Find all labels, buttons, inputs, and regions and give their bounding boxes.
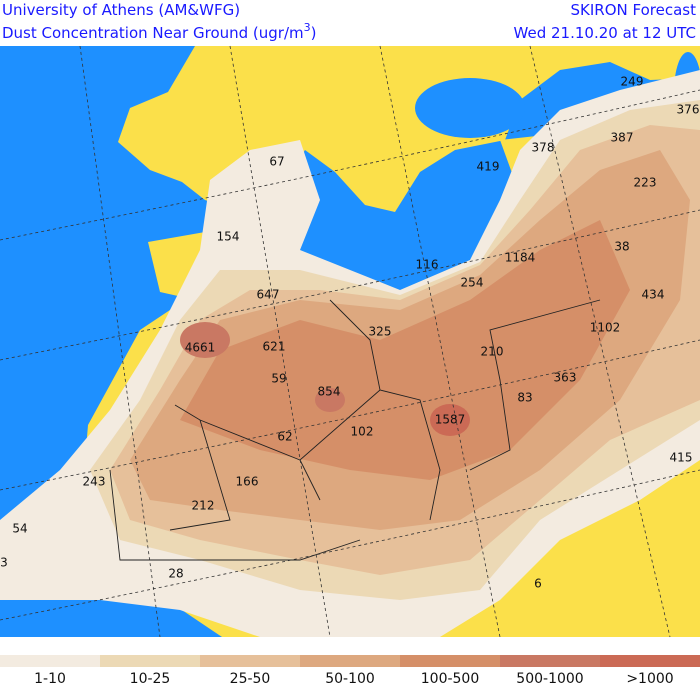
header-left-1: University of Athens (AM&WFG): [2, 1, 240, 19]
header-left-2-end: ): [311, 24, 317, 42]
legend-swatch: [600, 655, 700, 667]
concentration-label: 4661: [185, 341, 216, 355]
concentration-label: 3: [0, 556, 8, 570]
concentration-label: 376: [677, 103, 700, 117]
legend-swatch: [100, 655, 200, 667]
concentration-label: 854: [318, 385, 341, 399]
concentration-label: 38: [614, 240, 629, 254]
legend-label: 1-10: [34, 671, 66, 685]
concentration-label: 154: [217, 230, 240, 244]
concentration-label: 28: [168, 567, 183, 581]
concentration-label: 210: [481, 345, 504, 359]
concentration-label: 223: [634, 176, 657, 190]
concentration-label: 254: [461, 276, 484, 290]
legend-swatch: [200, 655, 300, 667]
legend-label: 500-1000: [516, 671, 583, 685]
legend-swatch: [0, 655, 100, 667]
header-left-2: Dust Concentration Near Ground (ugr/m3): [2, 21, 317, 42]
concentration-label: 67: [269, 155, 284, 169]
concentration-label: 6: [534, 577, 542, 591]
header-left-2-text: Dust Concentration Near Ground (ugr/m: [2, 24, 304, 42]
concentration-label: 1184: [505, 251, 536, 265]
concentration-label: 102: [351, 425, 374, 439]
legend-label: 100-500: [421, 671, 480, 685]
concentration-label: 415: [670, 451, 693, 465]
concentration-label: 54: [12, 522, 27, 536]
legend-label: 10-25: [130, 671, 171, 685]
concentration-label: 434: [642, 288, 665, 302]
header-right-1: SKIRON Forecast: [571, 1, 697, 19]
concentration-label: 1587: [435, 413, 466, 427]
concentration-label: 212: [192, 499, 215, 513]
legend-label: 50-100: [325, 671, 375, 685]
graticule: [0, 45, 700, 638]
concentration-label: 116: [416, 258, 439, 272]
dust-over-1000: [430, 404, 470, 436]
concentration-label: 166: [236, 475, 259, 489]
concentration-label: 243: [83, 475, 106, 489]
concentration-label: 249: [621, 75, 644, 89]
concentration-labels: 249 376 387 378 419 67 223 154 38 1184 116 254 647 43…: [0, 75, 699, 591]
concentration-label: 419: [477, 160, 500, 174]
concentration-label: 325: [369, 325, 392, 339]
concentration-label: 378: [532, 141, 555, 155]
dust-500-1000-b: [315, 388, 345, 412]
legend: 1-10 10-25 25-50 50-100 100-500 500-1000 >1000: [0, 655, 700, 687]
black-sea: [415, 78, 525, 138]
legend-label: >1000: [626, 671, 673, 685]
header-unit-sup: 3: [304, 21, 311, 34]
concentration-label: 1102: [590, 321, 621, 335]
legend-swatch: [300, 655, 400, 667]
concentration-label: 363: [554, 371, 577, 385]
concentration-label: 62: [277, 430, 292, 444]
concentration-label: 647: [257, 288, 280, 302]
legend-swatch: [400, 655, 500, 667]
header-right-2: Wed 21.10.20 at 12 UTC: [514, 24, 696, 42]
map-area: [0, 45, 700, 638]
country-borders: [109, 299, 601, 561]
legend-label: 25-50: [230, 671, 271, 685]
concentration-label: 59: [271, 372, 286, 386]
concentration-label: 387: [611, 131, 634, 145]
concentration-label: 621: [263, 340, 286, 354]
legend-swatch: [500, 655, 600, 667]
concentration-label: 83: [517, 391, 532, 405]
dust-500-1000-a: [180, 322, 230, 358]
